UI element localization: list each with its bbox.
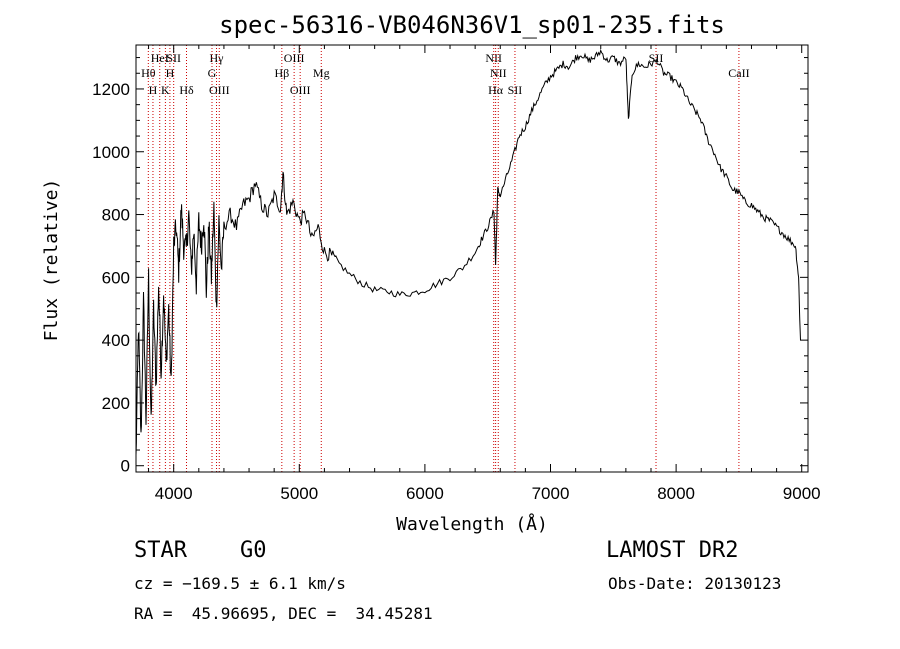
x-tick-label-3: 7000 [532, 484, 570, 503]
line-label-3: K [161, 83, 170, 97]
axis-ticks: 4000 5000 6000 7000 8000 9000 0 200 400 600 800 100… [92, 45, 821, 503]
spectral-subclass: G0 [240, 538, 267, 563]
plot-frame [135, 44, 809, 473]
emission-line-markers: HθHHeIKHSIIHδHγGOIIIHβOIIIOIIIMgNIINIIHα… [141, 45, 750, 472]
survey-name: LAMOST DR2 [606, 538, 739, 563]
spectrum-line [135, 48, 801, 456]
line-label-9: OIII [209, 83, 230, 97]
line-label-7: Hγ [210, 51, 225, 65]
y-tick-label-0: 0 [121, 457, 130, 476]
x-axis-label: Wavelength (Å) [396, 513, 548, 535]
line-label-6: Hδ [179, 83, 194, 97]
plot-area [135, 48, 801, 456]
chart-title: spec-56316-VB046N36V1_sp01-235.fits [219, 11, 725, 39]
line-label-17: SII [508, 83, 523, 97]
y-tick-label-2: 400 [102, 331, 130, 350]
line-label-15: NII [490, 66, 507, 80]
x-tick-label-4: 8000 [657, 484, 695, 503]
y-axis-label: Flux (relative) [41, 179, 62, 342]
line-label-2: HeI [151, 51, 169, 65]
y-tick-label-1: 200 [102, 394, 130, 413]
y-tick-label-5: 1000 [92, 143, 130, 162]
line-label-13: Mg [313, 66, 330, 80]
line-label-10: Hβ [274, 66, 289, 80]
line-label-11: OIII [284, 51, 305, 65]
x-tick-label-1: 5000 [280, 484, 318, 503]
line-label-4: H [166, 66, 175, 80]
line-label-1: H [149, 83, 158, 97]
x-tick-label-2: 6000 [406, 484, 444, 503]
line-label-19: CaII [728, 66, 749, 80]
obs-date-text: Obs-Date: 20130123 [608, 574, 782, 593]
object-type: STAR [134, 538, 187, 563]
line-label-12: OIII [290, 83, 311, 97]
line-label-8: G [208, 66, 217, 80]
redshift-text: cz = −169.5 ± 6.1 km/s [134, 574, 346, 593]
line-label-14: NII [485, 51, 502, 65]
line-label-18: SII [649, 51, 664, 65]
y-tick-label-3: 600 [102, 268, 130, 287]
x-tick-label-0: 4000 [155, 484, 193, 503]
y-tick-label-6: 1200 [92, 80, 130, 99]
line-label-5: SII [166, 51, 181, 65]
line-label-0: Hθ [141, 66, 156, 80]
line-label-16: Hα [488, 83, 504, 97]
y-tick-label-4: 800 [102, 206, 130, 225]
x-tick-label-5: 9000 [783, 484, 821, 503]
coordinates-text: RA = 45.96695, DEC = 34.45281 [134, 604, 433, 623]
